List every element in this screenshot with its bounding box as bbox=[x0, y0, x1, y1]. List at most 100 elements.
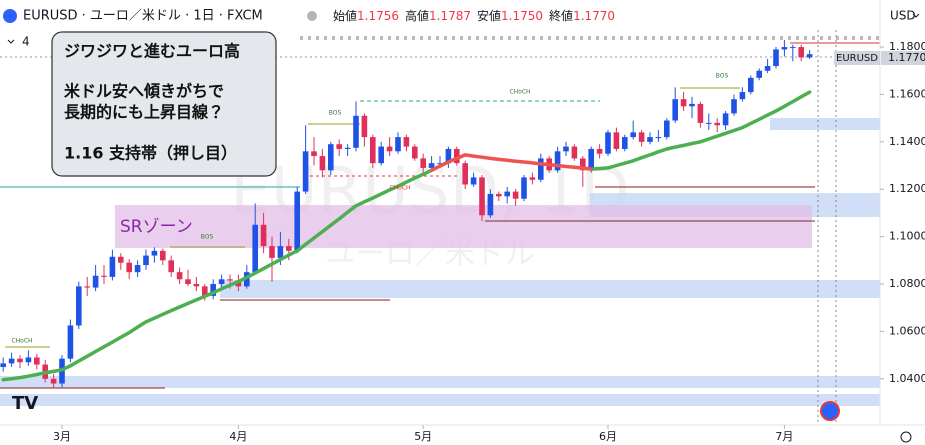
candle-body bbox=[437, 163, 443, 165]
flag-icon[interactable] bbox=[820, 401, 840, 421]
y-tick-label: 1.0400 bbox=[889, 372, 925, 385]
support-band bbox=[0, 376, 880, 388]
y-tick-label: 1.0600 bbox=[889, 324, 925, 337]
candle-body bbox=[521, 177, 527, 199]
candle-body bbox=[588, 148, 594, 171]
candle-body bbox=[613, 132, 620, 149]
symbol-logo bbox=[3, 9, 17, 23]
structure-label: BOS bbox=[329, 110, 342, 117]
candle-body bbox=[76, 286, 82, 326]
candle-body bbox=[790, 47, 796, 49]
candle-body bbox=[126, 262, 132, 273]
candle-body bbox=[277, 246, 284, 258]
tv-logo[interactable]: TV bbox=[12, 393, 38, 414]
axis: 1.1800 1.1600 1.1400 1.1200 1.1000 1.0800 1.06… bbox=[53, 40, 925, 443]
candle-body bbox=[571, 146, 578, 159]
candle-body bbox=[563, 146, 569, 152]
candle-body bbox=[168, 260, 174, 273]
candle-body bbox=[680, 99, 687, 107]
candle-body bbox=[630, 132, 636, 138]
candle-body bbox=[689, 103, 695, 107]
settings-icon[interactable] bbox=[900, 431, 912, 443]
candle-body bbox=[470, 177, 477, 185]
candle-body bbox=[17, 358, 23, 363]
symbol-line: EURUSD · ユーロ／米ドル · 1日 · FXCM bbox=[23, 9, 263, 24]
candle-body bbox=[479, 177, 485, 216]
candle-body bbox=[378, 146, 384, 164]
candle-body bbox=[336, 144, 342, 149]
candle-body bbox=[252, 224, 258, 273]
candle-body bbox=[260, 224, 267, 247]
currency[interactable]: USD bbox=[890, 9, 916, 23]
candle-body bbox=[504, 191, 510, 197]
ohlc-label: 高値 bbox=[405, 8, 429, 23]
candle-body bbox=[101, 275, 107, 277]
symbol-tag bbox=[834, 51, 880, 65]
y-tick-label: 1.1000 bbox=[889, 230, 925, 243]
price-tag bbox=[881, 51, 925, 65]
candle-body bbox=[420, 158, 426, 168]
zone-label: SRゾーン bbox=[120, 217, 193, 237]
indicator-count[interactable]: 4 bbox=[22, 35, 30, 49]
note-line: 1.16 支持帯（押し目） bbox=[64, 144, 237, 163]
candle-body bbox=[134, 265, 141, 273]
candle-body bbox=[580, 158, 586, 171]
candle-body bbox=[8, 358, 15, 364]
support-band bbox=[770, 118, 880, 130]
x-tick-label: 6月 bbox=[599, 430, 617, 443]
ohlc-value: 1.1750 bbox=[501, 9, 543, 23]
candle-body bbox=[647, 137, 653, 142]
levels bbox=[0, 30, 880, 425]
candle-body bbox=[428, 163, 435, 168]
y-tick-label: 1.1400 bbox=[889, 135, 925, 148]
candle-body bbox=[361, 115, 368, 138]
structure-label: CHoCH bbox=[509, 89, 530, 96]
note-box bbox=[51, 31, 277, 177]
candle-body bbox=[454, 148, 460, 164]
candle-body bbox=[638, 132, 645, 142]
x-tick-label: 4月 bbox=[229, 430, 247, 443]
dropdown-icon[interactable] bbox=[912, 13, 920, 18]
candle-body bbox=[748, 77, 754, 93]
candle-body bbox=[185, 279, 191, 285]
candle-body bbox=[202, 286, 208, 296]
candle-body bbox=[395, 137, 401, 152]
candle-body bbox=[67, 325, 74, 359]
candle-body bbox=[218, 279, 225, 285]
candle-body bbox=[622, 137, 628, 149]
candle-body bbox=[806, 54, 813, 58]
candle-body bbox=[210, 284, 216, 296]
note-line: ジワジワと進むユーロ高 bbox=[64, 42, 240, 61]
moving-average bbox=[1, 90, 812, 382]
candle-body bbox=[294, 191, 300, 251]
note-line: 長期的にも上昇目線？ bbox=[64, 103, 224, 122]
marks bbox=[0, 39, 813, 389]
candle-body bbox=[319, 156, 326, 171]
candle-body bbox=[731, 99, 737, 114]
candle-body bbox=[496, 193, 502, 197]
candle-body bbox=[302, 151, 309, 192]
candle-body bbox=[462, 163, 468, 185]
y-tick-label: 1.0800 bbox=[889, 277, 925, 290]
candle-body bbox=[92, 275, 99, 288]
x-tick-label: 3月 bbox=[53, 430, 71, 443]
collapse-icon[interactable] bbox=[7, 39, 15, 44]
ohlc-label: 始値 bbox=[333, 8, 357, 23]
x-tick-label: 5月 bbox=[414, 430, 432, 443]
symbol-tag-text: EURUSD bbox=[836, 53, 878, 64]
candle-body bbox=[672, 99, 678, 121]
candle-body bbox=[193, 284, 200, 287]
ohlc: 始値1.1756 高値1.1787 安値1.1750 終値1.1770 bbox=[333, 8, 615, 23]
candle-body bbox=[445, 148, 452, 164]
candle-body bbox=[286, 246, 292, 251]
y-tick-label: 1.1600 bbox=[889, 87, 925, 100]
candle-body bbox=[328, 144, 334, 171]
sr-zone bbox=[115, 205, 812, 248]
structure-label: BOS bbox=[716, 73, 729, 80]
candle-body bbox=[605, 132, 611, 154]
status-dot bbox=[307, 11, 317, 21]
structure-label: CHoCH bbox=[11, 338, 32, 345]
